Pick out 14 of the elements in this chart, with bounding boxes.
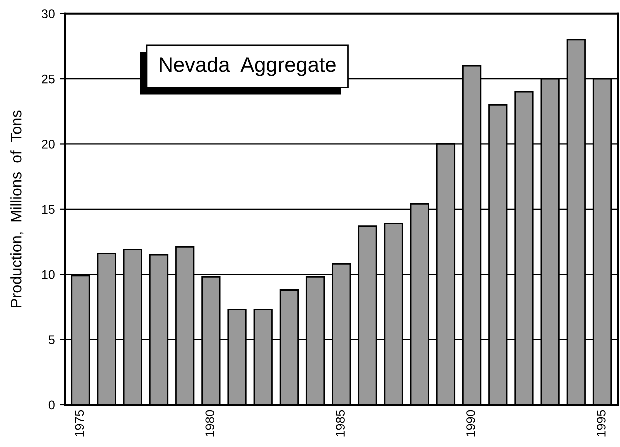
y-axis-title: Production, Millions of Tons [10,110,24,308]
x-tick-label: 1995 [596,410,606,437]
y-tick-label: 30 [42,10,55,19]
y-tick-label: 5 [48,336,55,344]
y-tick-label: 0 [48,400,55,410]
y-tick-label: 20 [42,140,55,149]
y-tick-label: 25 [42,74,55,84]
y-tick-label: 15 [42,205,55,214]
text: Nevada Aggregate [160,56,336,76]
x-tick-label: 1975 [75,410,84,437]
x-tick-label: 1980 [206,410,215,437]
x-tick-label: 1985 [336,410,345,437]
x-tick-label: 1990 [466,410,476,437]
y-tick-label: 10 [42,270,55,280]
